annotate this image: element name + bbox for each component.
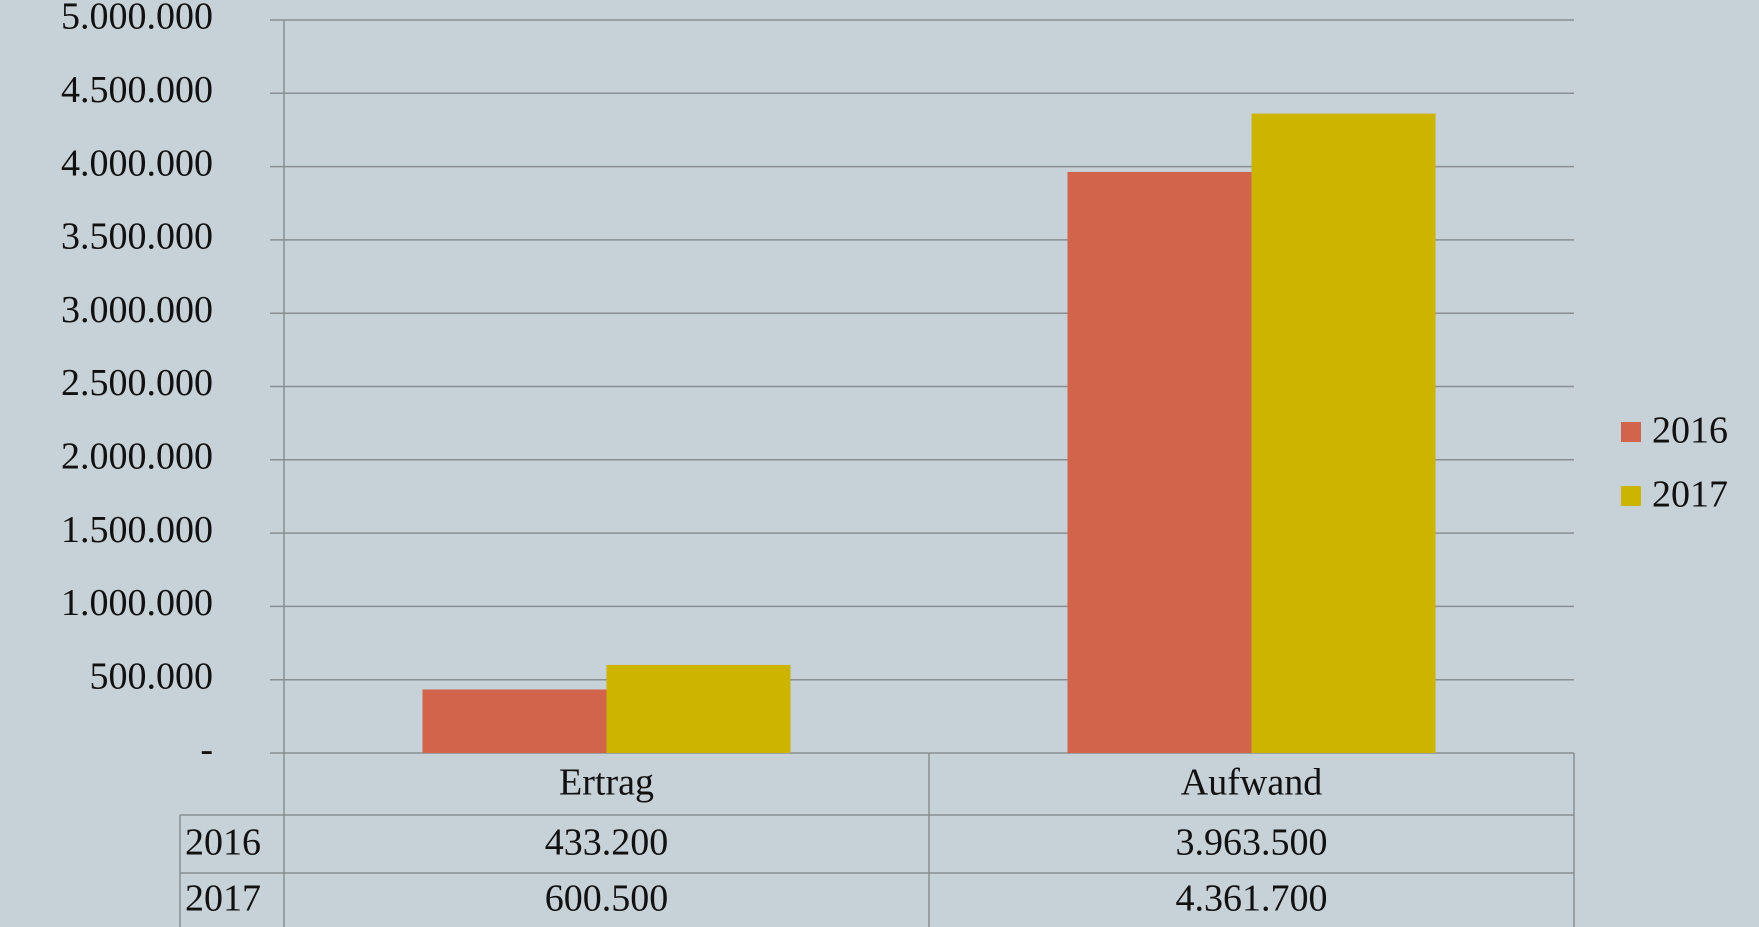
bar (606, 664, 791, 753)
y-tick-label: 2.000.000 (61, 436, 213, 478)
bar (1251, 113, 1436, 754)
y-tick-label: 500.000 (90, 655, 214, 697)
legend-label: 2017 (1652, 474, 1728, 516)
legend-swatch (1621, 422, 1641, 442)
y-tick-label: 3.500.000 (61, 216, 213, 258)
y-tick-label: - (200, 729, 213, 771)
y-tick-label: 4.500.000 (61, 69, 213, 111)
table-cell: 433.200 (545, 822, 669, 864)
y-tick-label: 3.000.000 (61, 289, 213, 331)
table-cell: 3.963.500 (1176, 822, 1328, 864)
y-tick-label: 1.000.000 (61, 582, 213, 624)
table-row-label: 2016 (185, 822, 261, 864)
table-row-label: 2017 (185, 878, 261, 920)
y-tick-label: 2.500.000 (61, 362, 213, 404)
y-tick-label: 4.000.000 (61, 142, 213, 184)
legend-swatch (1621, 486, 1641, 506)
y-tick-label: 1.500.000 (61, 509, 213, 551)
legend-label: 2016 (1652, 410, 1728, 452)
bar (1067, 171, 1252, 753)
bar (422, 689, 607, 753)
y-tick-label: 5.000.000 (61, 0, 213, 38)
table-cell: 600.500 (545, 878, 669, 920)
x-tick-label: Ertrag (559, 762, 654, 804)
x-tick-label: Aufwand (1181, 762, 1322, 804)
table-cell: 4.361.700 (1176, 878, 1328, 920)
